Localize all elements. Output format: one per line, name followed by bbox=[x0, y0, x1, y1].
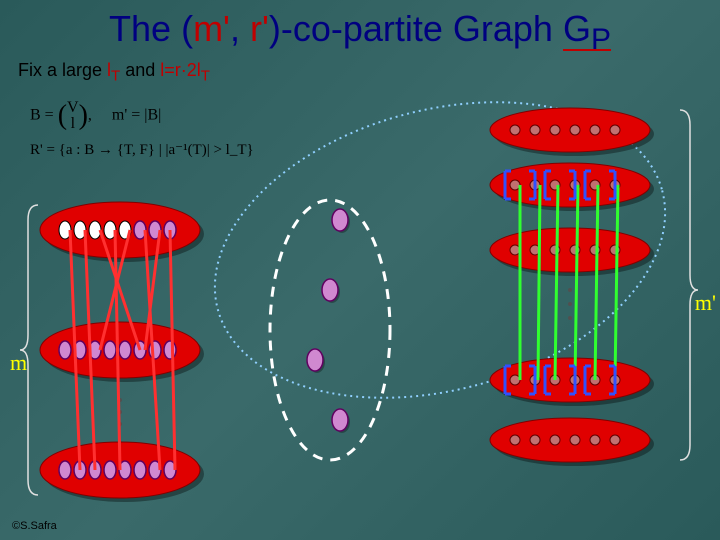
vdots bbox=[568, 302, 572, 306]
node-dot bbox=[610, 435, 620, 445]
green-edge bbox=[555, 185, 558, 380]
node-dot bbox=[550, 435, 560, 445]
node-dot bbox=[510, 435, 520, 445]
vdots bbox=[568, 288, 572, 292]
green-edge bbox=[538, 185, 540, 380]
node-dot bbox=[570, 125, 580, 135]
node-dot bbox=[610, 125, 620, 135]
center-dot bbox=[307, 349, 323, 371]
green-edge bbox=[595, 185, 598, 380]
dashed-center-ellipse bbox=[270, 200, 390, 460]
node-dot bbox=[590, 125, 600, 135]
node-dot bbox=[104, 461, 116, 479]
left-brace bbox=[20, 205, 38, 495]
green-edge bbox=[575, 185, 578, 380]
diagram-stage bbox=[0, 0, 720, 540]
node-dot bbox=[134, 461, 146, 479]
center-dot bbox=[332, 409, 348, 431]
node-dot bbox=[59, 461, 71, 479]
node-dot bbox=[119, 341, 131, 359]
node-dot bbox=[530, 125, 540, 135]
node-dot bbox=[104, 341, 116, 359]
node-dot bbox=[510, 125, 520, 135]
center-dot bbox=[322, 279, 338, 301]
node-dot bbox=[89, 221, 101, 239]
node-dot bbox=[570, 435, 580, 445]
node-dot bbox=[59, 341, 71, 359]
node-dot bbox=[164, 341, 176, 359]
right-brace bbox=[680, 110, 698, 460]
green-edge bbox=[615, 185, 618, 380]
vdots bbox=[568, 316, 572, 320]
center-dot bbox=[332, 209, 348, 231]
node-dot bbox=[530, 435, 540, 445]
node-dot bbox=[550, 125, 560, 135]
node-dot bbox=[590, 435, 600, 445]
